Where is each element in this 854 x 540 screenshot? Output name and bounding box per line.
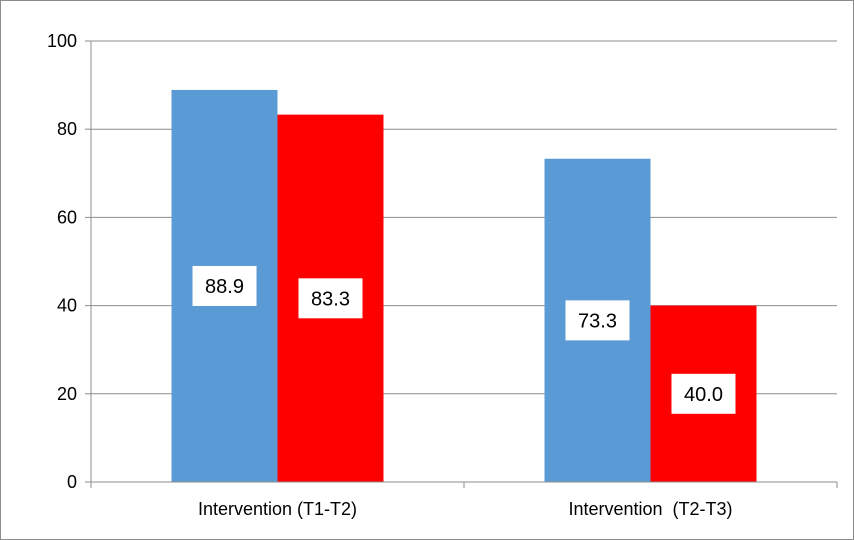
x-tick-label: Intervention (T1-T2)	[198, 499, 357, 519]
data-labels: 88.9 83.3 73.3 40.0	[192, 265, 736, 414]
axes: 0 20 40 60 80 100 Intervention (T1-T2) Interven…	[47, 31, 838, 519]
data-label-box	[671, 373, 736, 414]
data-label-text: 83.3	[311, 288, 350, 310]
y-tick-label: 60	[57, 207, 77, 227]
bars	[171, 89, 757, 483]
data-label-box	[192, 265, 257, 306]
y-tick-label: 80	[57, 119, 77, 139]
y-tick-label: 100	[47, 31, 77, 51]
data-label: 40.0	[671, 373, 736, 414]
data-label-text: 40.0	[684, 384, 723, 406]
data-label: 73.3	[565, 300, 630, 341]
data-label-text: 88.9	[205, 276, 244, 298]
data-label-box	[298, 278, 363, 319]
y-tick-label: 0	[67, 472, 77, 492]
data-label: 83.3	[298, 278, 363, 319]
x-tick-label: Intervention (T2-T3)	[568, 499, 732, 519]
data-label: 88.9	[192, 265, 257, 306]
y-tick-label: 40	[57, 296, 77, 316]
y-tick-label: 20	[57, 384, 77, 404]
data-label-box	[565, 300, 630, 341]
data-label-text: 73.3	[578, 310, 617, 332]
